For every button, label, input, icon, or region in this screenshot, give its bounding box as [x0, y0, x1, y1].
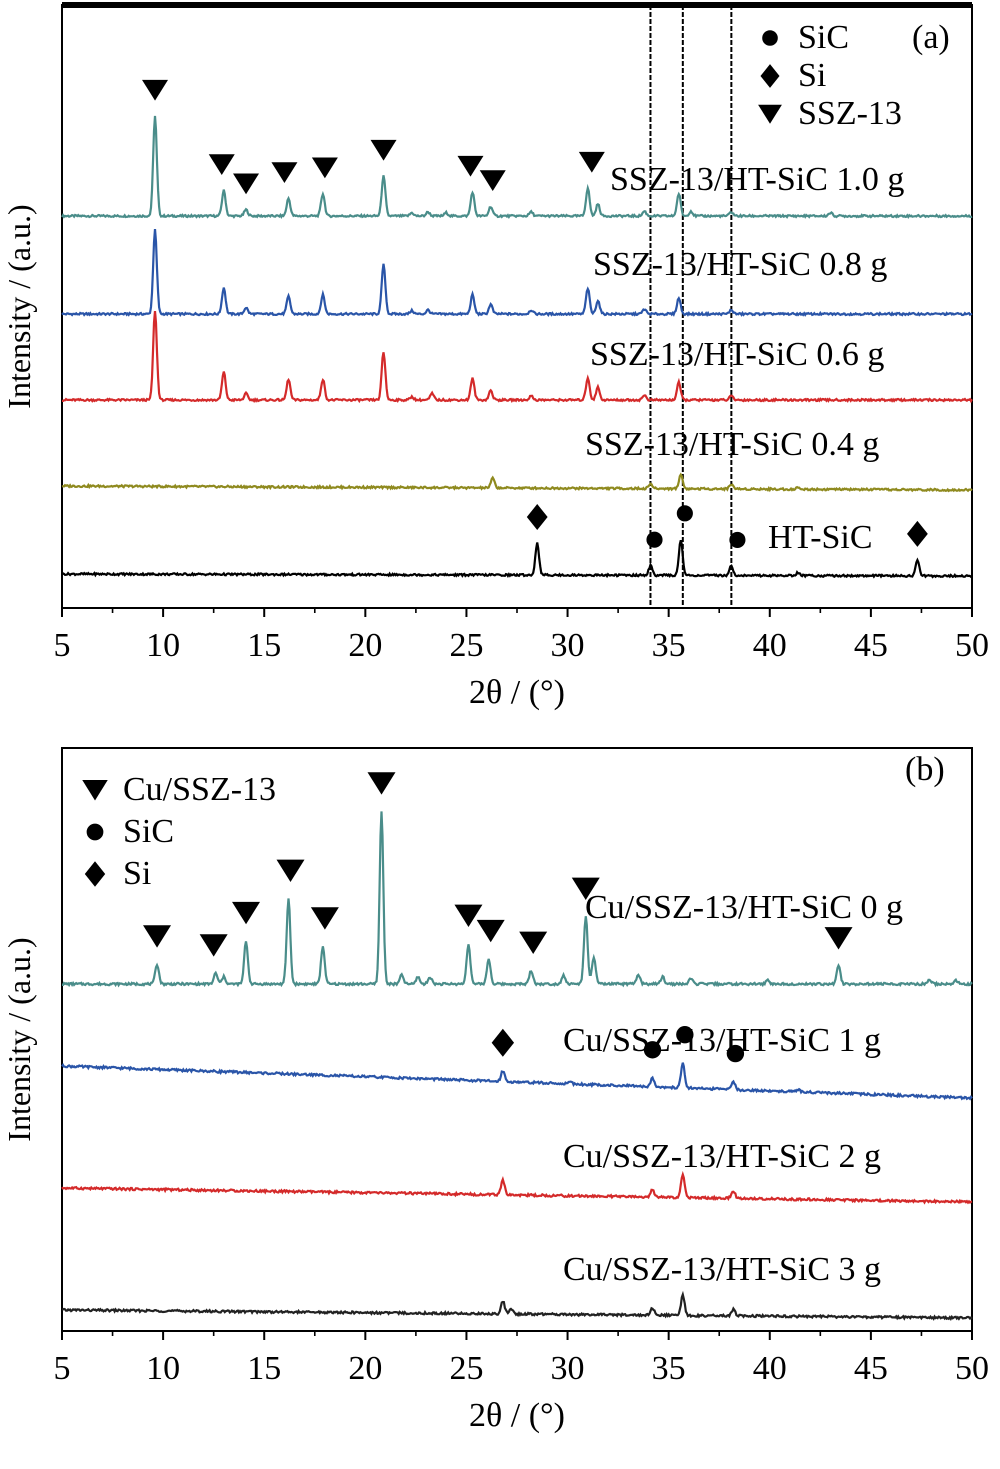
x-tick-label: 35 — [652, 1350, 686, 1387]
peak-marker-diamond — [907, 520, 928, 547]
series-line — [62, 311, 973, 404]
peak-marker-triangle-down — [276, 859, 305, 882]
series-line — [61, 1062, 973, 1101]
x-tick-label: 50 — [955, 1350, 989, 1387]
y-axis-title: Intensity / (a.u.) — [1, 937, 37, 1141]
peak-marker-triangle-down — [311, 157, 338, 179]
x-tick-label: 25 — [449, 627, 483, 664]
peak-marker-triangle-down — [571, 877, 600, 900]
peak-marker-triangle-down — [232, 901, 261, 925]
peak-marker-triangle-down — [824, 927, 853, 950]
peak-marker-circle — [646, 531, 663, 548]
series-line — [61, 472, 973, 493]
peak-marker-triangle-down — [578, 151, 605, 173]
legend-circle-icon — [762, 30, 778, 46]
x-tick-label: 20 — [348, 1350, 382, 1387]
x-tick-label: 45 — [854, 627, 888, 664]
legend-circle-icon — [86, 823, 104, 841]
series-label: Cu/SSZ-13/HT-SiC 0 g — [585, 889, 903, 926]
legend-label: SiC — [798, 19, 849, 56]
legend-label: SiC — [123, 813, 174, 850]
legend-diamond-icon — [84, 861, 106, 887]
x-tick-label: 30 — [551, 627, 585, 664]
peak-marker-triangle-down — [199, 934, 228, 957]
series-label: SSZ-13/HT-SiC 0.6 g — [590, 336, 884, 373]
series-line — [61, 115, 973, 220]
legend-diamond-icon — [760, 64, 780, 88]
peak-marker-triangle-down — [476, 919, 505, 943]
x-axis-title: 2θ / (°) — [469, 1397, 565, 1434]
peak-marker-triangle-down — [367, 772, 396, 795]
series-line — [62, 811, 973, 988]
panel-b: 5 10 15 20 25 30 35 40 45 50 2θ / (°) Intensity / (… — [1, 747, 989, 1434]
peak-marker-triangle-down — [271, 162, 298, 184]
peak-marker-diamond — [526, 504, 548, 531]
x-tick-label: 15 — [247, 1350, 281, 1387]
series-label: HT-SiC — [768, 519, 873, 556]
x-tick-label: 30 — [551, 1350, 585, 1387]
x-tick-label: 15 — [247, 627, 281, 664]
x-tick-label: 20 — [348, 627, 382, 664]
peak-marker-triangle-down — [233, 173, 260, 195]
peak-marker-triangle-down — [479, 170, 506, 192]
series-line — [61, 229, 973, 318]
x-axis-title: 2θ / (°) — [469, 674, 565, 711]
y-axis-title: Intensity / (a.u.) — [1, 204, 37, 408]
legend-triangle-down-icon — [758, 104, 782, 124]
series-line — [61, 1290, 973, 1322]
legend-label: Si — [123, 855, 151, 892]
series-label: Cu/SSZ-13/HT-SiC 2 g — [563, 1138, 881, 1175]
legend-triangle-down-icon — [82, 780, 108, 801]
series-line — [61, 1170, 973, 1205]
series-line — [61, 540, 973, 579]
series-label: Cu/SSZ-13/HT-SiC 3 g — [563, 1251, 881, 1288]
legend-label: Cu/SSZ-13 — [123, 771, 276, 808]
peak-marker-diamond — [491, 1028, 515, 1057]
series-label: SSZ-13/HT-SiC 0.4 g — [585, 426, 879, 463]
x-tick-label: 25 — [449, 1350, 483, 1387]
x-tick-label: 5 — [54, 1350, 71, 1387]
peak-marker-circle — [643, 1041, 662, 1059]
peak-marker-circle — [726, 1044, 745, 1063]
x-tick-label: 35 — [652, 627, 686, 664]
x-tick-label: 5 — [54, 627, 71, 664]
series-label: Cu/SSZ-13/HT-SiC 1 g — [563, 1022, 881, 1059]
peak-marker-triangle-down — [310, 907, 339, 930]
panel-a: 5 10 15 20 25 30 35 40 45 50 2θ / (°) Intensity / (… — [1, 2, 989, 711]
peak-marker-circle — [676, 505, 693, 522]
x-tick-label: 40 — [753, 627, 787, 664]
series-label: SSZ-13/HT-SiC 1.0 g — [610, 161, 904, 198]
peak-marker-circle — [729, 531, 746, 548]
peak-marker-triangle-down — [454, 904, 483, 927]
legend-label: SSZ-13 — [798, 95, 902, 132]
series-label: SSZ-13/HT-SiC 0.8 g — [593, 246, 887, 283]
peak-marker-triangle-down — [457, 155, 484, 177]
panel-label: (a) — [912, 19, 950, 56]
peak-marker-triangle-down — [208, 154, 235, 176]
legend-label: Si — [798, 57, 826, 94]
peak-marker-circle — [676, 1026, 694, 1044]
x-tick-label: 10 — [146, 627, 180, 664]
x-tick-label: 40 — [753, 1350, 787, 1387]
panel-label: (b) — [905, 751, 945, 788]
peak-marker-triangle-down — [142, 79, 169, 101]
peak-marker-triangle-down — [519, 931, 548, 954]
peak-marker-triangle-down — [370, 139, 397, 161]
peak-marker-triangle-down — [143, 925, 172, 948]
x-tick-label: 45 — [854, 1350, 888, 1387]
x-tick-label: 10 — [146, 1350, 180, 1387]
x-tick-label: 50 — [955, 627, 989, 664]
